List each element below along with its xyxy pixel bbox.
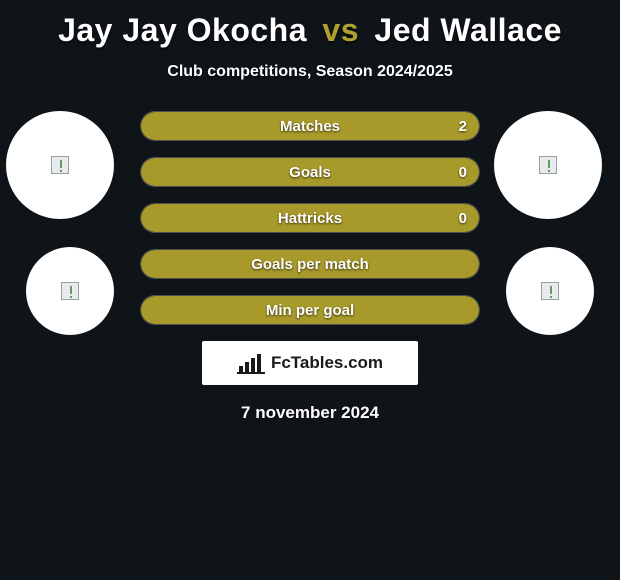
- bar-value-right: 2: [459, 112, 467, 140]
- player-circle-p1-top: [6, 111, 114, 219]
- bar-label: Goals: [141, 158, 479, 186]
- bar-label: Matches: [141, 112, 479, 140]
- player-circle-p2-bot: [506, 247, 594, 335]
- stat-bar-row: Min per goal: [140, 295, 480, 325]
- bar-label: Goals per match: [141, 250, 479, 278]
- comparison-title: Jay Jay Okocha vs Jed Wallace: [0, 0, 620, 49]
- bar-label: Min per goal: [141, 296, 479, 324]
- stat-bars: Matches2Goals0Hattricks0Goals per matchM…: [140, 111, 480, 325]
- player2-name: Jed Wallace: [374, 12, 562, 48]
- subtitle: Club competitions, Season 2024/2025: [0, 63, 620, 81]
- bar-value-right: 0: [459, 204, 467, 232]
- stat-bar-row: Goals per match: [140, 249, 480, 279]
- bar-value-right: 0: [459, 158, 467, 186]
- image-placeholder-icon: [541, 282, 559, 300]
- player-circle-p2-top: [494, 111, 602, 219]
- bar-label: Hattricks: [141, 204, 479, 232]
- date-text: 7 november 2024: [0, 403, 620, 423]
- image-placeholder-icon: [539, 156, 557, 174]
- player-circle-p1-bot: [26, 247, 114, 335]
- stat-bar-row: Goals0: [140, 157, 480, 187]
- stat-bar-row: Matches2: [140, 111, 480, 141]
- logo-box: FcTables.com: [202, 341, 418, 385]
- stat-bar-row: Hattricks0: [140, 203, 480, 233]
- logo-chart-icon: [237, 352, 265, 374]
- vs-text: vs: [322, 12, 359, 48]
- image-placeholder-icon: [61, 282, 79, 300]
- comparison-stage: Matches2Goals0Hattricks0Goals per matchM…: [0, 111, 620, 423]
- image-placeholder-icon: [51, 156, 69, 174]
- logo-text: FcTables.com: [271, 353, 383, 373]
- player1-name: Jay Jay Okocha: [58, 12, 307, 48]
